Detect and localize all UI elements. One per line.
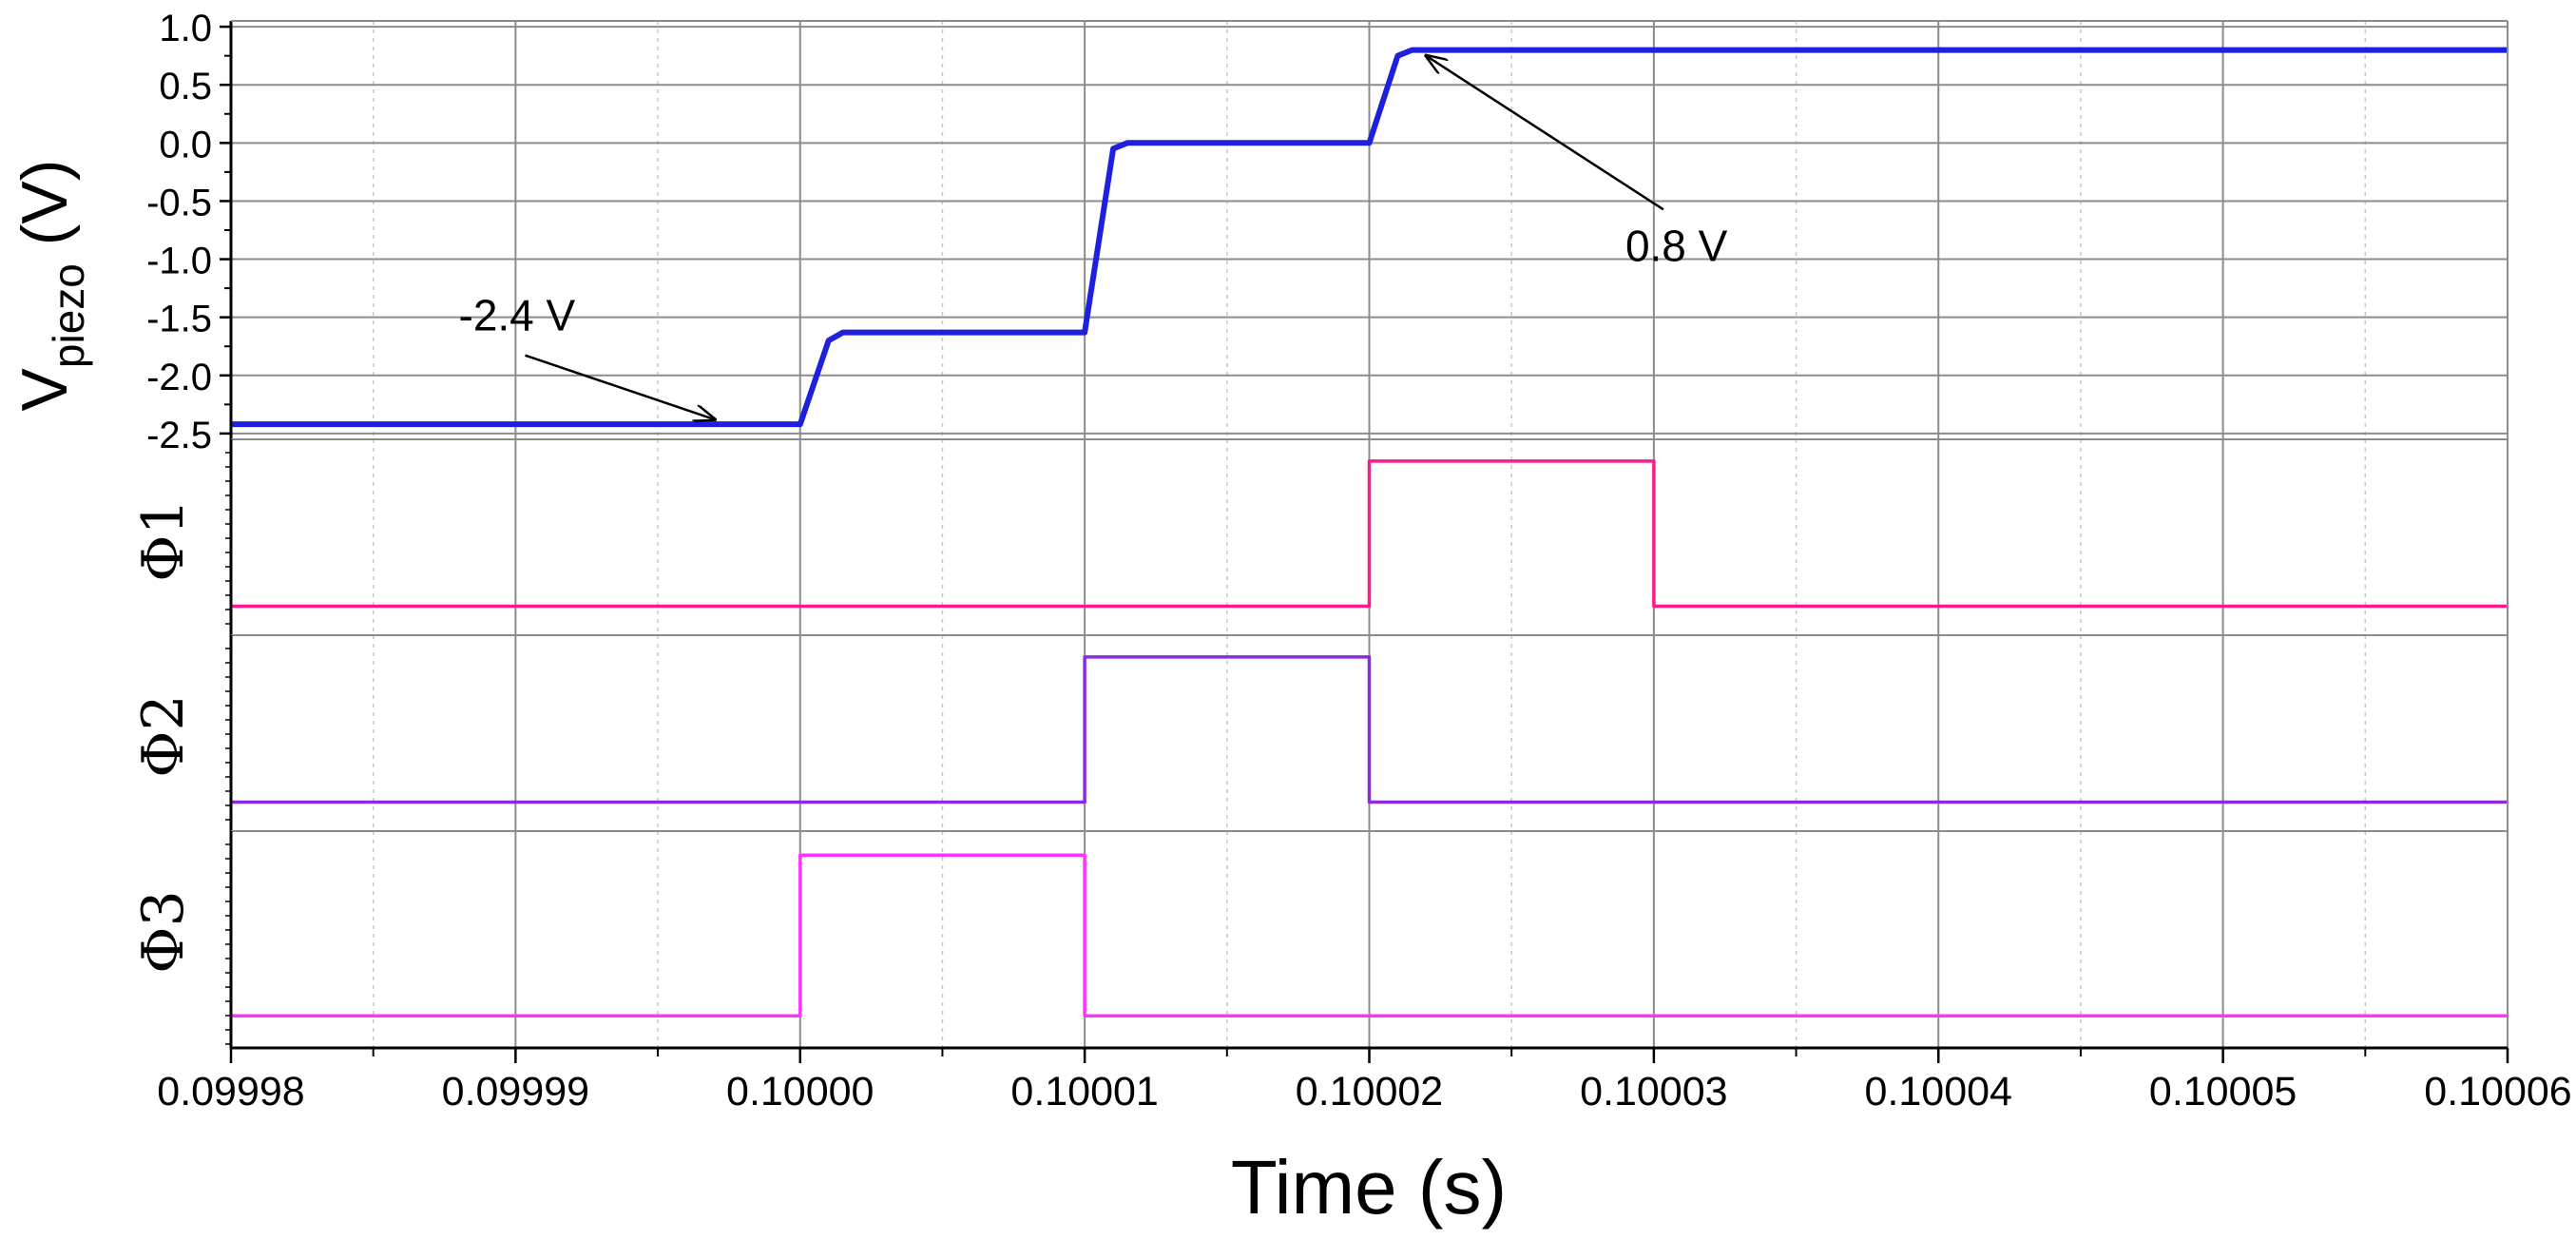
- y-axis-label-vpiezo: Vpiezo (V): [9, 160, 93, 412]
- series-line-phi3: [231, 853, 2508, 1017]
- series-line-phi1: [231, 459, 2508, 609]
- axes-layer: 1.0 0.5 0.0 -0.5 -1.0 -1.5 -2.0 -2.5 0.09998 0.09…: [146, 8, 2572, 1114]
- x-tick-label: 0.10002: [1296, 1069, 1443, 1114]
- y-tick-label: -0.5: [146, 182, 212, 223]
- annotation-arrow-low: [525, 354, 715, 420]
- y-axis-label-main: V: [9, 367, 81, 411]
- x-tick-label: 0.10003: [1580, 1069, 1727, 1114]
- annotation-layer: -2.4 V 0.8 V: [459, 56, 1728, 420]
- y-tick-label: 0.5: [159, 66, 212, 107]
- y-tick-label: 0.0: [159, 124, 212, 165]
- x-tick-label: 0.10005: [2149, 1069, 2297, 1114]
- x-tick-label: 0.10001: [1010, 1069, 1158, 1114]
- y-tick-label: 1.0: [159, 8, 212, 49]
- annotation-label-low: -2.4 V: [459, 291, 576, 340]
- y-axis-label-phi2: Φ2: [130, 694, 197, 777]
- y-axis-label-phi1: Φ1: [130, 498, 197, 581]
- x-tick-label: 0.09998: [157, 1069, 304, 1114]
- y-axis-label-sub: piezo: [44, 263, 93, 368]
- y-axis-label-unit: (V): [9, 160, 81, 264]
- y-tick-label: -1.0: [146, 241, 212, 282]
- annotation-label-high: 0.8 V: [1625, 221, 1728, 270]
- y-axis-label-phi3: Φ3: [130, 890, 197, 973]
- grid-layer: [231, 21, 2508, 1048]
- y-tick-label: -2.5: [146, 415, 212, 456]
- series-layer: [231, 47, 2508, 1017]
- y-tick-label: -2.0: [146, 357, 212, 398]
- annotation-arrow-high: [1426, 56, 1664, 211]
- x-tick-label: 0.09999: [442, 1069, 589, 1114]
- x-tick-label: 0.10000: [726, 1069, 874, 1114]
- x-axis-label: Time (s): [1231, 1145, 1507, 1230]
- series-line-phi2: [231, 655, 2508, 804]
- series-line-vpiezo: [231, 47, 2508, 428]
- x-tick-label: 0.10004: [1865, 1069, 2012, 1114]
- ylabel-layer: Vpiezo (V) Φ1 Φ2 Φ3: [9, 160, 197, 974]
- x-tick-label: 0.10006: [2424, 1069, 2571, 1114]
- y-tick-label: -1.5: [146, 299, 212, 340]
